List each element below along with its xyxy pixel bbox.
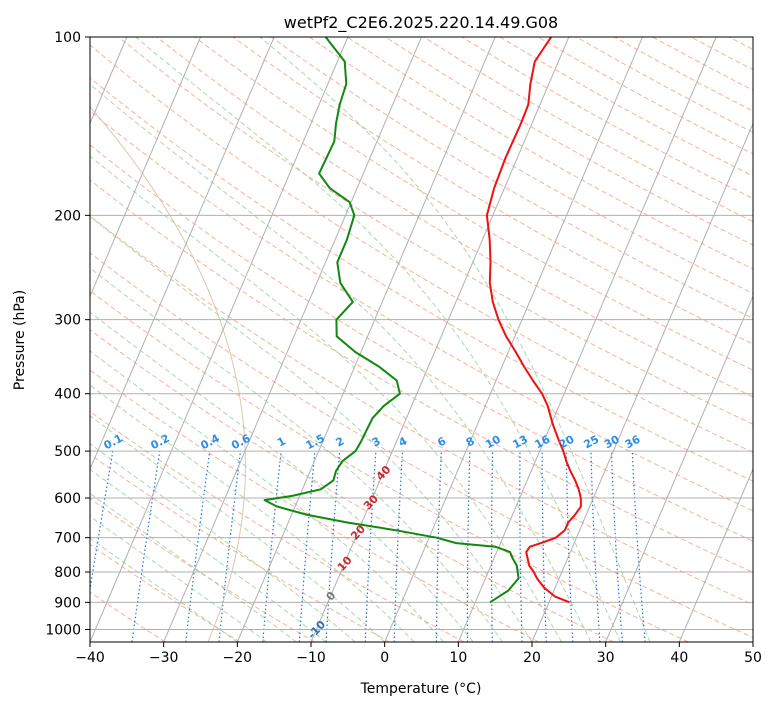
isotherm-line	[90, 37, 201, 298]
sounding-series	[263, 37, 582, 604]
isotherm-line	[163, 37, 422, 642]
x-tick-label: −20	[223, 650, 253, 666]
x-axis-label: Temperature (°C)	[360, 681, 482, 697]
mixing-ratio-label: 36	[623, 433, 643, 452]
x-tick-label: 0	[380, 650, 389, 666]
background-lines	[90, 37, 753, 642]
y-tick-label: 300	[54, 313, 81, 329]
y-tick-label: 200	[54, 208, 81, 224]
dry-adiabat-line	[90, 290, 689, 642]
mixing-ratio-label: 30	[602, 433, 622, 452]
y-tick-label: 600	[54, 491, 81, 507]
plot-background	[90, 37, 753, 642]
isotherm-line	[678, 467, 753, 642]
dry-adiabat-line	[90, 453, 390, 642]
dry-adiabat-line	[156, 37, 753, 398]
pressure-gridlines	[90, 37, 753, 630]
x-tick-label: 40	[670, 650, 688, 666]
moist-adiabat-line	[90, 515, 268, 642]
moist-adiabat-line	[90, 468, 327, 642]
y-tick-label: 800	[54, 565, 81, 581]
mixing-ratio-line	[185, 451, 211, 642]
mixing-ratio-line	[631, 451, 646, 642]
dry-adiabat-line	[90, 144, 753, 542]
y-tick-label: 900	[54, 595, 81, 611]
dry-adiabat-line	[90, 410, 465, 642]
moist-adiabat-line	[90, 443, 356, 642]
dry-adiabat-line	[90, 369, 540, 642]
isotherm-line	[310, 37, 570, 642]
x-tick-label: −10	[296, 650, 326, 666]
x-tick-label: 50	[744, 650, 762, 666]
moist-adiabat-line	[90, 311, 474, 642]
dewpoint-line	[263, 37, 520, 604]
isotherm-line	[457, 37, 717, 642]
chart-title: wetPf2_C2E6.2025.220.14.49.G08	[284, 13, 558, 33]
plot-frame	[89, 36, 754, 643]
isotherm-line	[90, 37, 275, 471]
y-tick-label: 700	[54, 531, 81, 547]
x-tick-label: −40	[75, 650, 105, 666]
mixing-ratio-label: 25	[582, 433, 602, 452]
mixing-ratio-line	[262, 451, 282, 642]
dry-adiabat-line	[270, 37, 753, 320]
moist-adiabat-line	[90, 83, 592, 642]
y-tick-label: 400	[54, 387, 81, 403]
y-axis-label: Pressure (hPa)	[12, 290, 28, 390]
x-tick-label: 10	[449, 650, 467, 666]
moist-adiabat-line	[90, 155, 562, 642]
mixing-ratio-label: 16	[533, 433, 553, 452]
mixing-ratio-line	[218, 451, 242, 642]
dry-adiabat-line	[232, 37, 753, 345]
moist-adiabat-line	[90, 267, 503, 642]
x-tick-label: 30	[597, 650, 615, 666]
moist-adiabat-line	[90, 415, 386, 642]
y-tick-label: 1000	[45, 622, 81, 638]
mixing-ratio-line	[298, 451, 316, 642]
dry-adiabat-line	[90, 110, 753, 512]
isotherm-line	[531, 122, 753, 642]
temperature-line	[485, 37, 582, 604]
mixing-ratio-label: 13	[510, 433, 530, 452]
dry-adiabat-line	[90, 76, 753, 482]
isotherm-line	[605, 295, 753, 642]
dry-adiabat-line	[90, 498, 315, 642]
y-tick-label: 500	[54, 444, 81, 460]
x-tick-label: −30	[149, 650, 179, 666]
isotherm-line	[384, 37, 643, 642]
dry-adiabat-line	[194, 37, 753, 371]
moist-adiabat-line	[135, 37, 621, 642]
moist-adiabat-line	[90, 215, 533, 642]
dry-adiabat-line	[90, 215, 753, 606]
y-tick-label: 100	[54, 30, 81, 46]
moist-adiabat-line	[90, 350, 444, 642]
axis-ticks: −40 −30 −20 −10 0 10 20 30 40 50 100 200 300 400 500 60…	[45, 30, 762, 666]
mixing-ratio-label: 20	[557, 433, 577, 452]
x-tick-label: 20	[523, 650, 541, 666]
moist-adiabat-line	[90, 537, 238, 642]
mixing-ratio-label: 10	[483, 433, 503, 452]
isotherm-line	[90, 37, 349, 642]
isotherm-line	[236, 37, 496, 642]
dry-adiabat-line	[90, 591, 166, 642]
mixing-ratio-line	[90, 450, 114, 594]
extra-curve	[90, 105, 247, 642]
